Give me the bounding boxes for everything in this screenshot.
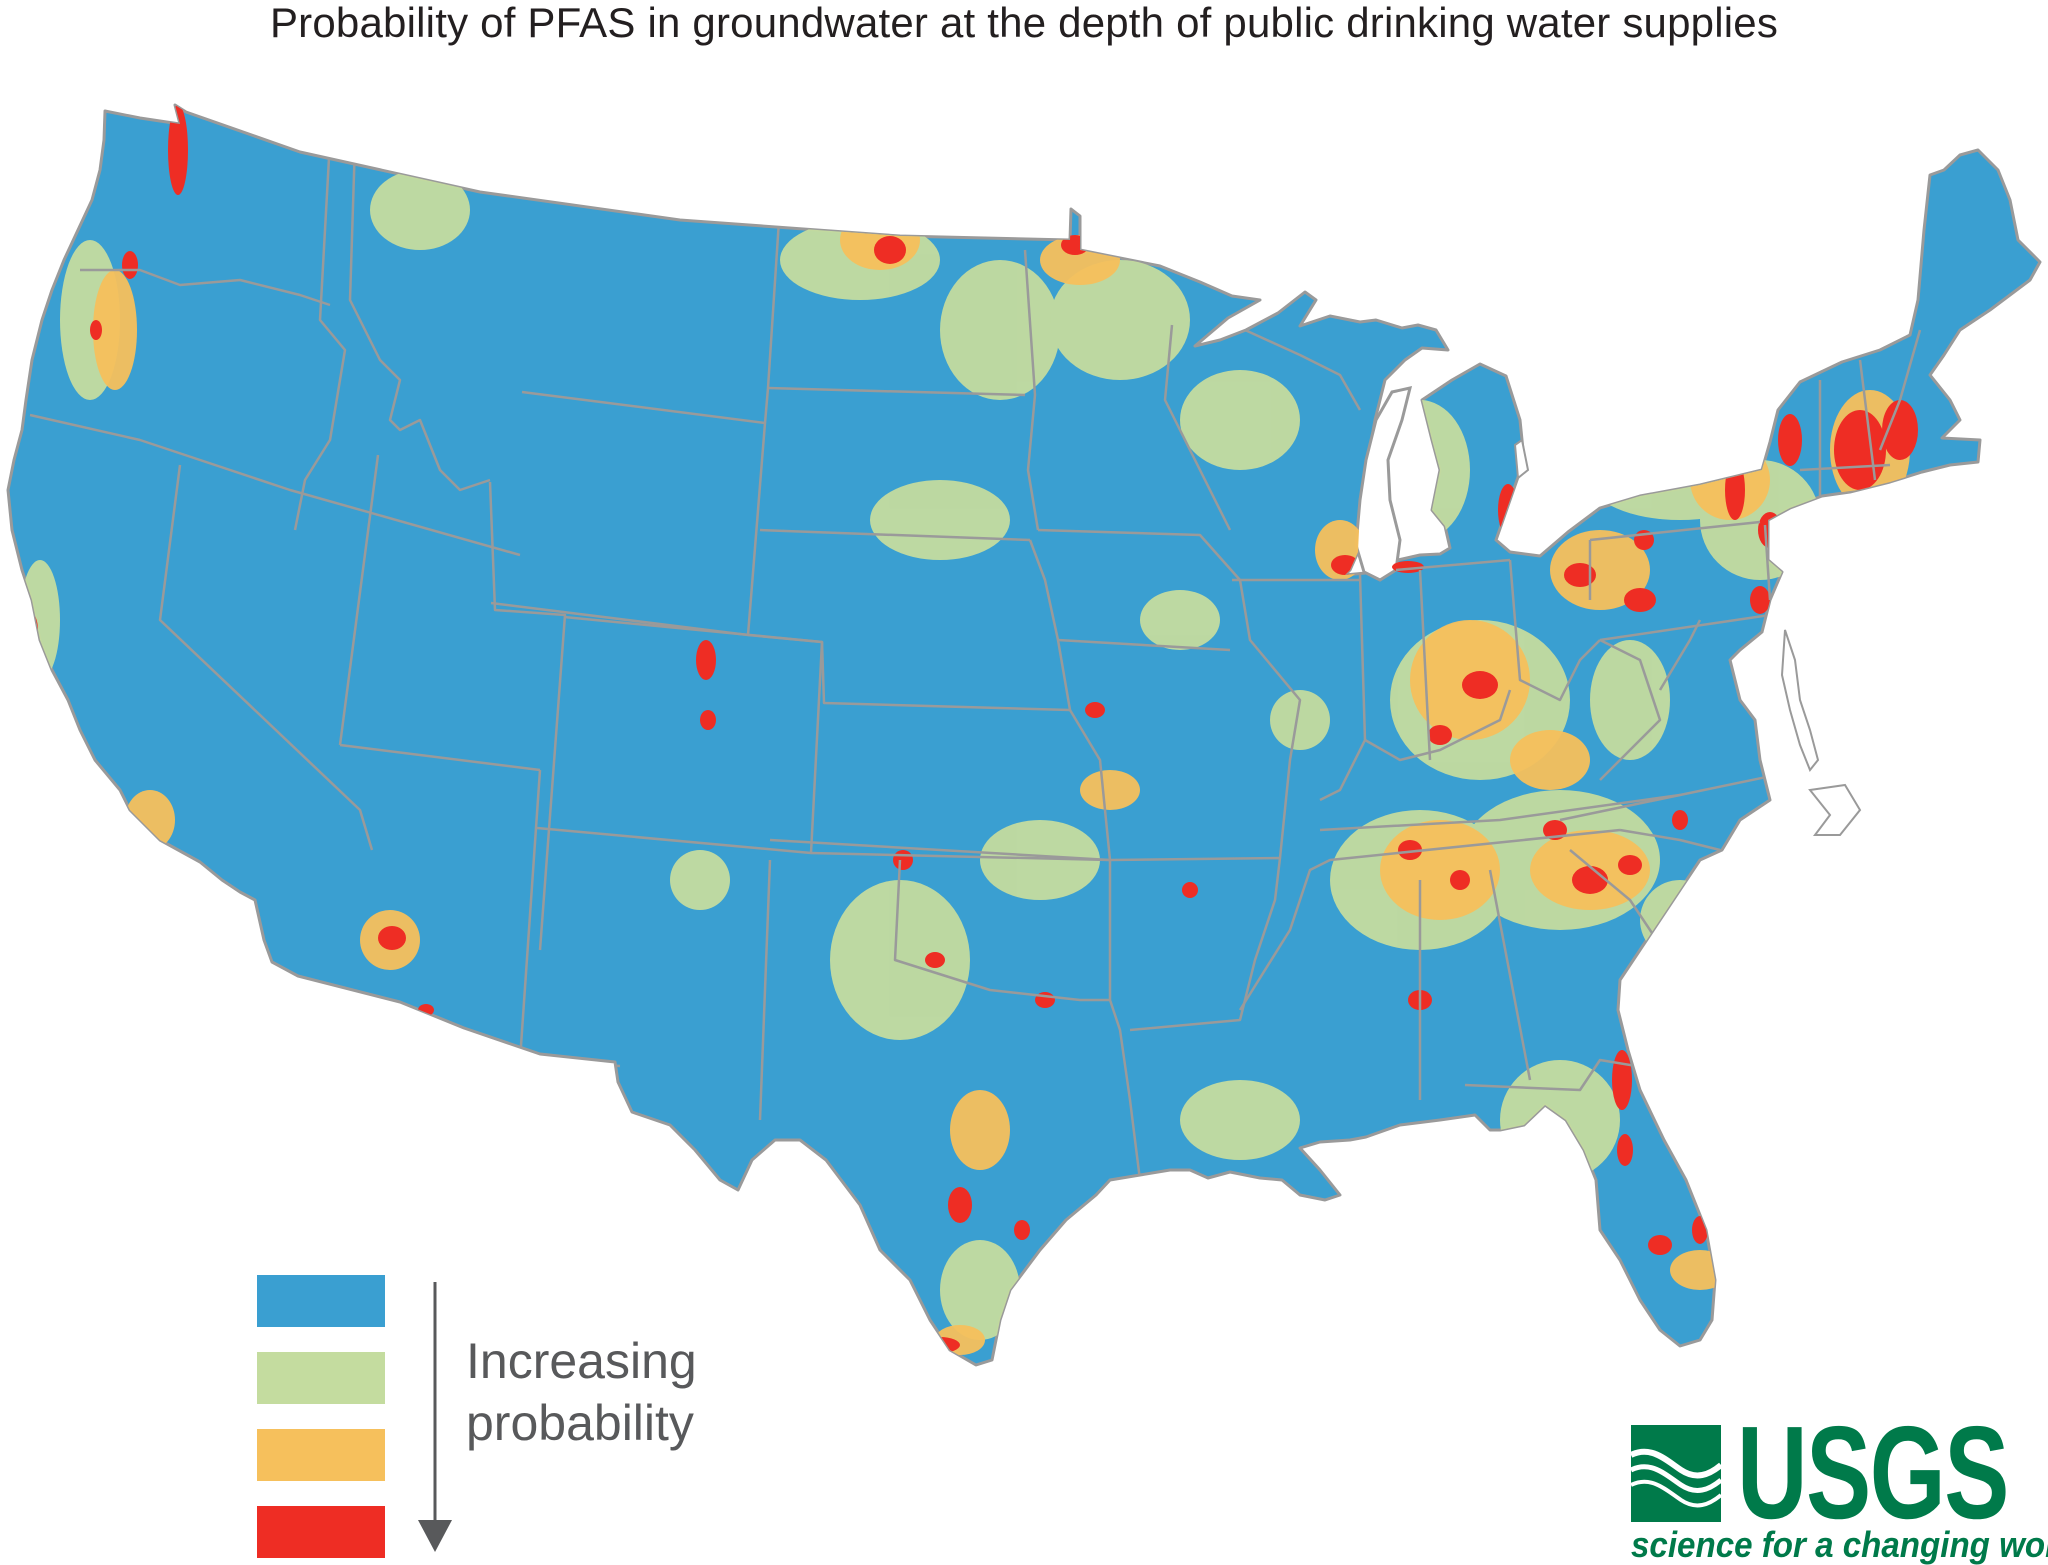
saginaw-bay (1513, 438, 1530, 480)
usgs-wave-icon (1631, 1425, 1721, 1522)
map-title: Probability of PFAS in groundwater at th… (269, 0, 1779, 46)
probability-patches (20, 105, 1918, 1355)
legend-label-line2: probability (466, 1395, 694, 1451)
map-base (6, 103, 2042, 1367)
us-landmass (6, 103, 2042, 1367)
usgs-tagline: science for a changing world (1631, 1524, 2048, 1565)
legend-label-line1: Increasing (466, 1333, 697, 1389)
usgs-wordmark: USGS (1737, 1399, 2009, 1546)
legend (257, 1275, 757, 1565)
legend-label: Increasing probability (466, 1330, 697, 1454)
lake-michigan (1354, 386, 1413, 582)
legend-swatch-higher (257, 1429, 385, 1481)
usgs-logo: USGS science for a changing world (1631, 1407, 2048, 1565)
pamlico-sound (1808, 783, 1862, 836)
down-arrow-icon (418, 1282, 452, 1552)
legend-swatch-highest (257, 1506, 385, 1558)
legend-swatch-low (257, 1352, 385, 1404)
chesapeake-bay (1780, 629, 1820, 772)
legend-swatch-lowest (257, 1275, 385, 1327)
